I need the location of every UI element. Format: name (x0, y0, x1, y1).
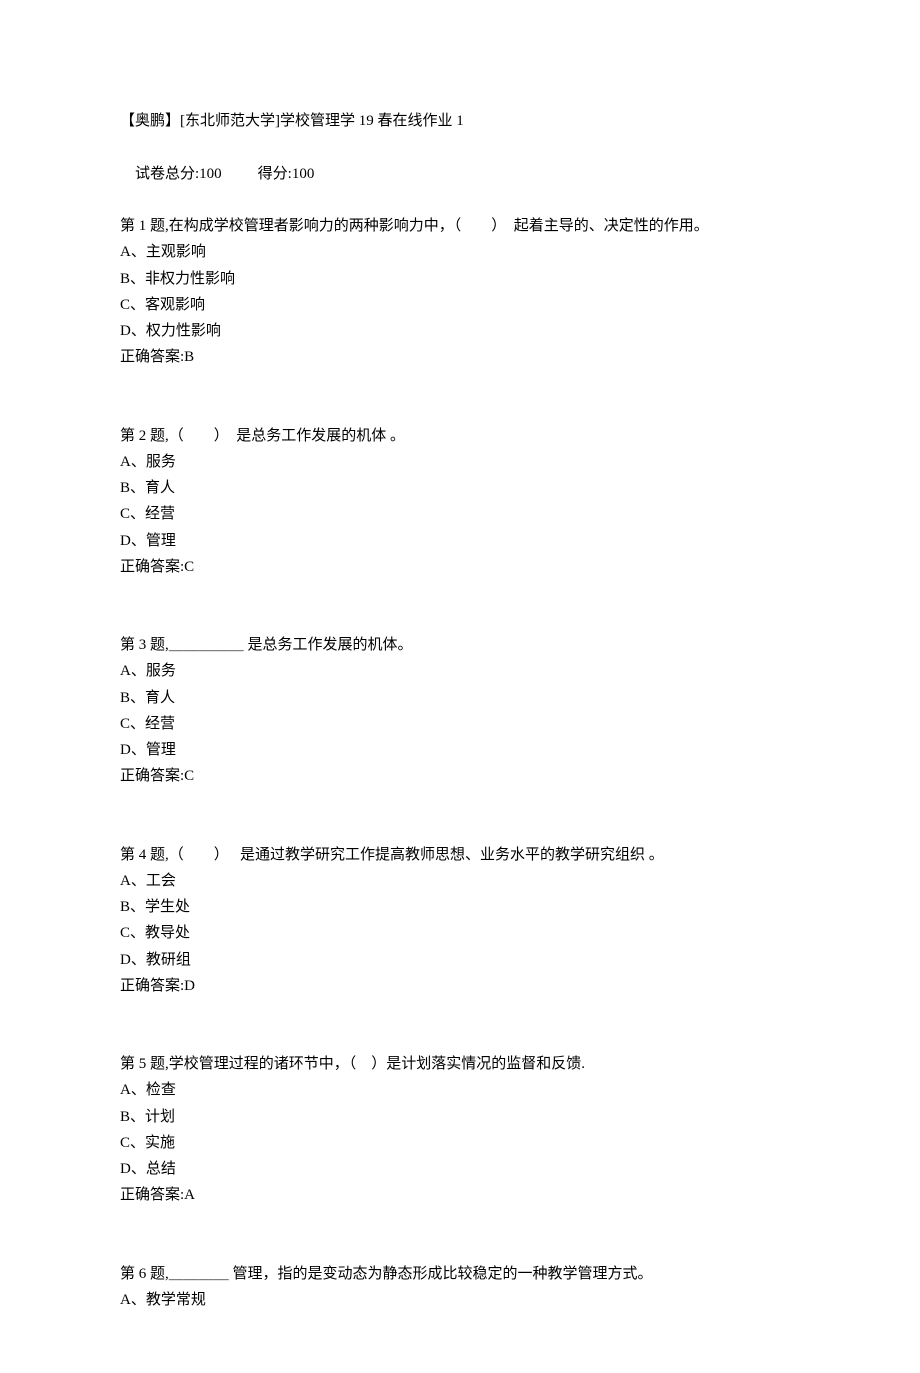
question-prompt: 第 5 题,学校管理过程的诸环节中，（ ）是计划落实情况的监督和反馈. (120, 1051, 800, 1077)
option: C、经营 (120, 501, 800, 527)
question-block: 第 5 题,学校管理过程的诸环节中，（ ）是计划落实情况的监督和反馈. A、检查… (120, 1051, 800, 1182)
score-label: 得分: (258, 166, 292, 182)
answer: 正确答案:D (120, 973, 800, 999)
question-block: 第 6 题,＿＿＿＿ 管理，指的是变动态为静态形成比较稳定的一种教学管理方式。 … (120, 1261, 800, 1314)
question-prompt: 第 4 题,（ ） 是通过教学研究工作提高教师思想、业务水平的教学研究组织 。 (120, 842, 800, 868)
option: A、主观影响 (120, 239, 800, 265)
option: C、实施 (120, 1130, 800, 1156)
doc-title: 【奥鹏】[东北师范大学]学校管理学 19 春在线作业 1 (120, 108, 800, 134)
option: D、教研组 (120, 947, 800, 973)
option: A、服务 (120, 449, 800, 475)
question-block: 第 2 题,（ ） 是总务工作发展的机体 。 A、服务 B、育人 C、经营 D、… (120, 423, 800, 554)
score-line: 试卷总分:100得分:100 (120, 134, 800, 213)
total-value: 100 (199, 166, 222, 182)
question-prompt: 第 6 题,＿＿＿＿ 管理，指的是变动态为静态形成比较稳定的一种教学管理方式。 (120, 1261, 800, 1287)
option: D、管理 (120, 528, 800, 554)
option: B、育人 (120, 475, 800, 501)
option: B、非权力性影响 (120, 266, 800, 292)
option: B、育人 (120, 685, 800, 711)
total-label: 试卷总分: (135, 166, 199, 182)
answer: 正确答案:B (120, 344, 800, 370)
option: B、计划 (120, 1104, 800, 1130)
option: D、总结 (120, 1156, 800, 1182)
question-prompt: 第 2 题,（ ） 是总务工作发展的机体 。 (120, 423, 800, 449)
option: D、管理 (120, 737, 800, 763)
option: A、服务 (120, 658, 800, 684)
question-prompt: 第 1 题,在构成学校管理者影响力的两种影响力中，（ ） 起着主导的、决定性的作… (120, 213, 800, 239)
question-block: 第 1 题,在构成学校管理者影响力的两种影响力中，（ ） 起着主导的、决定性的作… (120, 213, 800, 344)
option: C、教导处 (120, 920, 800, 946)
option: A、检查 (120, 1077, 800, 1103)
option: B、学生处 (120, 894, 800, 920)
answer: 正确答案:A (120, 1182, 800, 1208)
option: D、权力性影响 (120, 318, 800, 344)
answer: 正确答案:C (120, 763, 800, 789)
option: A、教学常规 (120, 1287, 800, 1313)
score-value: 100 (292, 166, 315, 182)
answer: 正确答案:C (120, 554, 800, 580)
question-block: 第 3 题,＿＿＿＿＿ 是总务工作发展的机体。 A、服务 B、育人 C、经营 D… (120, 632, 800, 763)
option: C、经营 (120, 711, 800, 737)
option: C、客观影响 (120, 292, 800, 318)
question-prompt: 第 3 题,＿＿＿＿＿ 是总务工作发展的机体。 (120, 632, 800, 658)
option: A、工会 (120, 868, 800, 894)
document-page: 【奥鹏】[东北师范大学]学校管理学 19 春在线作业 1 试卷总分:100得分:… (0, 0, 920, 1373)
question-block: 第 4 题,（ ） 是通过教学研究工作提高教师思想、业务水平的教学研究组织 。 … (120, 842, 800, 973)
